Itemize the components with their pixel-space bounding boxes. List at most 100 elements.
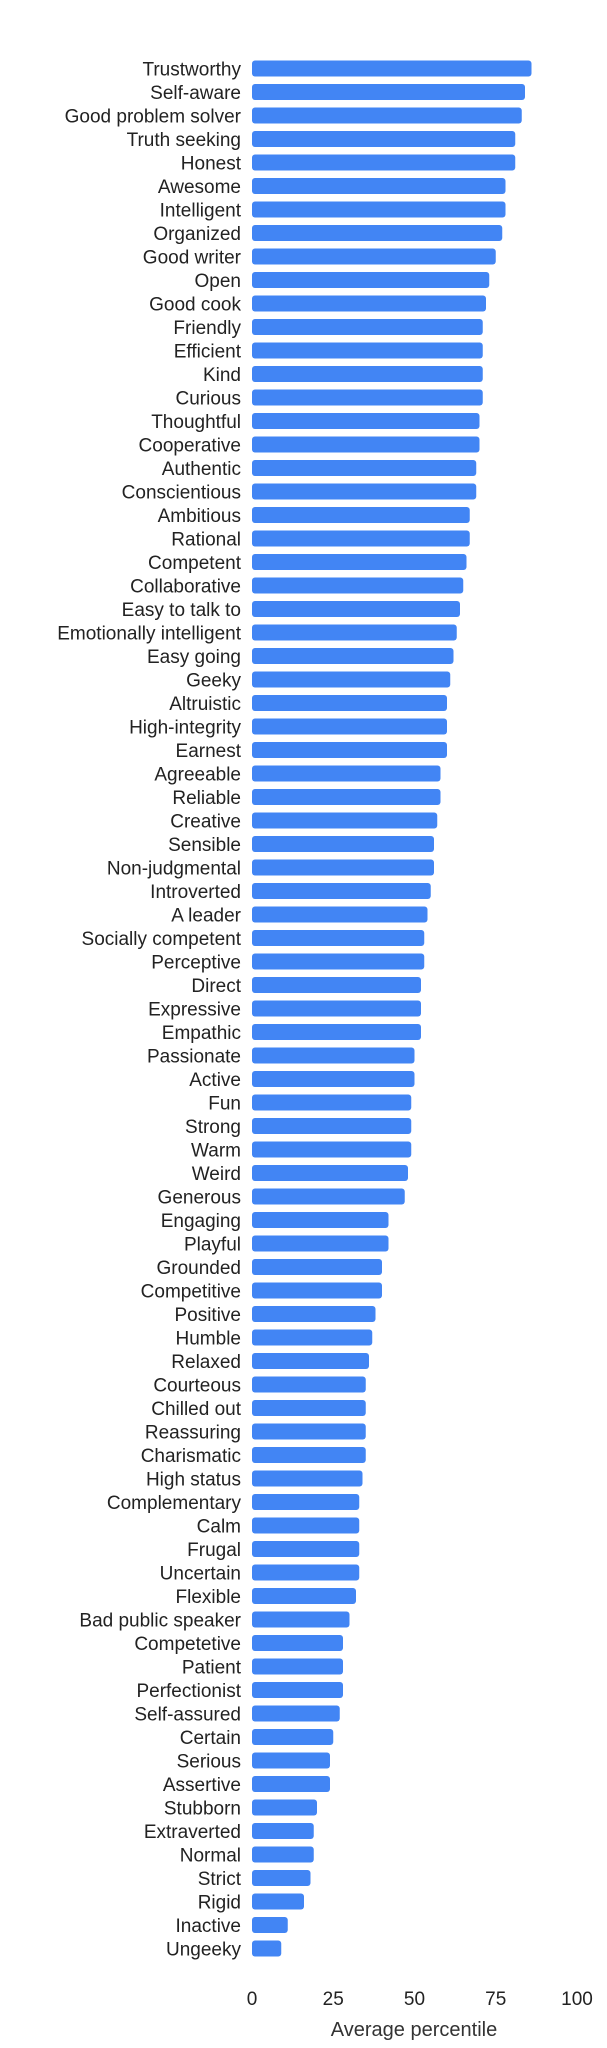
bar-introverted — [252, 883, 431, 899]
bar-chilled-out — [252, 1400, 366, 1416]
bar-grounded — [252, 1259, 382, 1275]
category-label: Flexible — [176, 1587, 241, 1608]
bar-empathic — [252, 1024, 421, 1040]
bar-fun — [252, 1094, 412, 1111]
category-label: Playful — [184, 1235, 241, 1256]
bar-strict — [252, 1870, 311, 1886]
category-label: Efficient — [174, 342, 242, 363]
category-label: Agreeable — [154, 765, 241, 786]
bar-self-assured — [252, 1705, 340, 1722]
bar-perceptive — [252, 953, 425, 970]
category-label: High-integrity — [129, 718, 241, 739]
bar-curious — [252, 389, 483, 406]
bar-extraverted — [252, 1823, 314, 1839]
category-label: Good problem solver — [65, 107, 242, 128]
category-label: Perfectionist — [136, 1681, 241, 1702]
category-label: Weird — [192, 1164, 241, 1185]
category-label: Ungeeky — [166, 1940, 241, 1961]
bar-relaxed — [252, 1353, 369, 1369]
bar-warm — [252, 1141, 412, 1158]
category-label: Active — [189, 1070, 241, 1091]
bar-open — [252, 272, 490, 288]
category-label: Positive — [174, 1305, 241, 1326]
category-label: Extraverted — [144, 1822, 241, 1843]
bar-weird — [252, 1165, 408, 1181]
bar-high-integrity — [252, 718, 447, 735]
category-label: Bad public speaker — [79, 1611, 241, 1632]
category-label: Emotionally intelligent — [57, 624, 241, 645]
bar-expressive — [252, 1000, 421, 1017]
bar-charismatic — [252, 1447, 366, 1463]
bar-easy-to-talk-to — [252, 601, 460, 617]
category-label: Perceptive — [151, 953, 241, 974]
bar-good-writer — [252, 248, 496, 265]
bar-sensible — [252, 836, 434, 852]
category-label: Good cook — [149, 295, 241, 316]
category-label: Chilled out — [151, 1399, 241, 1420]
bar-emotionally-intelligent — [252, 624, 457, 641]
bar-courteous — [252, 1376, 366, 1393]
bar-reassuring — [252, 1423, 366, 1440]
bar-patient — [252, 1658, 343, 1675]
category-label: Intelligent — [160, 201, 242, 222]
category-label: Self-assured — [134, 1705, 241, 1726]
category-label: Fun — [208, 1094, 241, 1115]
bar-conscientious — [252, 483, 477, 500]
category-label: Thoughtful — [151, 412, 241, 433]
category-label: Non-judgmental — [107, 859, 241, 880]
x-axis-title: Average percentile — [331, 2019, 497, 2041]
category-label: Assertive — [163, 1775, 241, 1796]
category-label: Reassuring — [145, 1423, 241, 1444]
bar-truth-seeking — [252, 131, 516, 147]
bar-creative — [252, 812, 438, 829]
category-label: Expressive — [148, 1000, 241, 1021]
category-label: Passionate — [147, 1047, 241, 1068]
category-label: Calm — [197, 1517, 241, 1538]
category-label: Introverted — [150, 882, 241, 903]
category-label: Ambitious — [158, 506, 241, 527]
bar-geeky — [252, 671, 451, 688]
category-label: Inactive — [176, 1916, 241, 1937]
category-label: Competitive — [141, 1282, 241, 1303]
bar-reliable — [252, 789, 441, 805]
bar-non-judgmental — [252, 859, 434, 876]
category-label: Patient — [182, 1658, 242, 1679]
category-label: Competent — [148, 553, 242, 574]
bar-rigid — [252, 1893, 304, 1910]
category-label: Truth seeking — [127, 130, 241, 151]
bar-good-problem-solver — [252, 107, 522, 124]
bar-kind — [252, 366, 483, 382]
bar-good-cook — [252, 295, 486, 312]
bar-certain — [252, 1729, 334, 1745]
category-label: Strong — [185, 1117, 241, 1138]
category-label: Direct — [191, 976, 241, 997]
bar-positive — [252, 1306, 376, 1322]
category-label: Generous — [158, 1188, 241, 1209]
category-label: Charismatic — [141, 1446, 241, 1467]
bar-normal — [252, 1846, 314, 1863]
category-label: Humble — [176, 1329, 241, 1350]
category-label: A leader — [171, 906, 241, 927]
bar-flexible — [252, 1588, 356, 1604]
bar-generous — [252, 1188, 405, 1205]
bar-active — [252, 1071, 415, 1087]
bar-collaborative — [252, 577, 464, 594]
category-label: Altruistic — [169, 694, 241, 715]
category-label: Awesome — [158, 177, 241, 198]
x-tick-label: 25 — [323, 1989, 344, 2010]
category-label: Collaborative — [130, 577, 241, 598]
category-label: Kind — [203, 365, 241, 386]
category-label: Relaxed — [171, 1352, 241, 1373]
category-label: Warm — [191, 1141, 241, 1162]
bar-assertive — [252, 1776, 330, 1792]
bar-ambitious — [252, 507, 470, 523]
bar-trustworthy — [252, 60, 532, 77]
category-label: High status — [146, 1470, 241, 1491]
bar-earnest — [252, 742, 447, 758]
category-label: Sensible — [168, 835, 241, 856]
bar-perfectionist — [252, 1682, 343, 1698]
bar-intelligent — [252, 201, 506, 218]
category-label: Trustworthy — [142, 60, 241, 81]
category-label: Competetive — [134, 1634, 241, 1655]
